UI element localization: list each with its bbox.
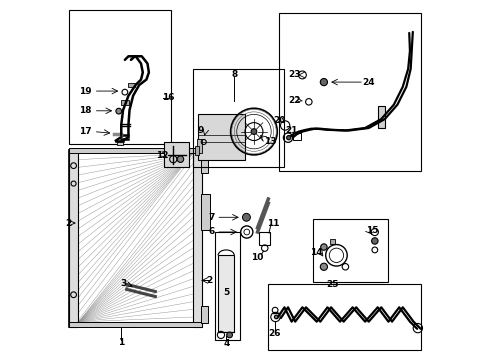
Bar <box>193 69 285 167</box>
Bar <box>117 142 123 145</box>
Bar <box>69 10 172 144</box>
Circle shape <box>251 129 257 134</box>
Text: 20: 20 <box>273 116 285 125</box>
Text: 21: 21 <box>285 126 298 135</box>
Bar <box>69 148 202 153</box>
Bar <box>378 107 385 128</box>
Text: 1: 1 <box>118 338 124 347</box>
Text: 26: 26 <box>269 329 281 338</box>
Text: 22: 22 <box>288 96 301 105</box>
Circle shape <box>227 332 232 338</box>
Circle shape <box>320 244 327 250</box>
Bar <box>215 232 240 339</box>
Text: 2: 2 <box>206 276 212 285</box>
Bar <box>69 149 78 327</box>
Text: 15: 15 <box>366 226 379 235</box>
Bar <box>164 142 190 167</box>
Bar <box>128 83 135 87</box>
Bar <box>330 239 335 244</box>
Circle shape <box>320 78 327 86</box>
Circle shape <box>177 156 184 162</box>
Text: 23: 23 <box>288 71 301 80</box>
Circle shape <box>274 315 278 319</box>
Bar <box>293 134 300 140</box>
Text: 25: 25 <box>327 280 339 289</box>
Text: 24: 24 <box>363 78 375 87</box>
Text: 13: 13 <box>264 137 276 146</box>
Bar <box>279 13 421 171</box>
Bar <box>69 322 202 327</box>
Text: 19: 19 <box>79 86 92 95</box>
Text: 7: 7 <box>209 213 215 222</box>
Bar <box>218 255 234 332</box>
Text: 14: 14 <box>310 248 322 257</box>
Bar <box>269 284 421 350</box>
Bar <box>201 306 208 323</box>
Text: 9: 9 <box>197 126 204 135</box>
Circle shape <box>320 263 327 270</box>
Text: 18: 18 <box>79 106 92 115</box>
Text: 2: 2 <box>66 219 72 228</box>
Bar <box>313 220 389 282</box>
Bar <box>259 232 270 244</box>
Bar <box>196 139 202 153</box>
Circle shape <box>287 135 291 140</box>
Text: 17: 17 <box>79 127 92 136</box>
Text: 3: 3 <box>120 279 126 288</box>
Text: 10: 10 <box>251 253 264 262</box>
Bar <box>69 149 202 327</box>
Bar <box>193 149 202 327</box>
Bar <box>122 100 129 105</box>
Text: 5: 5 <box>223 288 229 297</box>
Circle shape <box>116 108 122 114</box>
Bar <box>198 114 245 160</box>
Circle shape <box>371 238 378 244</box>
Bar <box>201 155 208 173</box>
Text: 12: 12 <box>156 152 169 161</box>
Text: 6: 6 <box>209 228 215 237</box>
Bar <box>201 194 210 230</box>
Text: 11: 11 <box>267 219 279 228</box>
Text: 8: 8 <box>231 70 237 79</box>
Circle shape <box>243 213 250 221</box>
Bar <box>195 146 199 155</box>
Text: 16: 16 <box>162 93 174 102</box>
Text: 4: 4 <box>223 339 229 348</box>
